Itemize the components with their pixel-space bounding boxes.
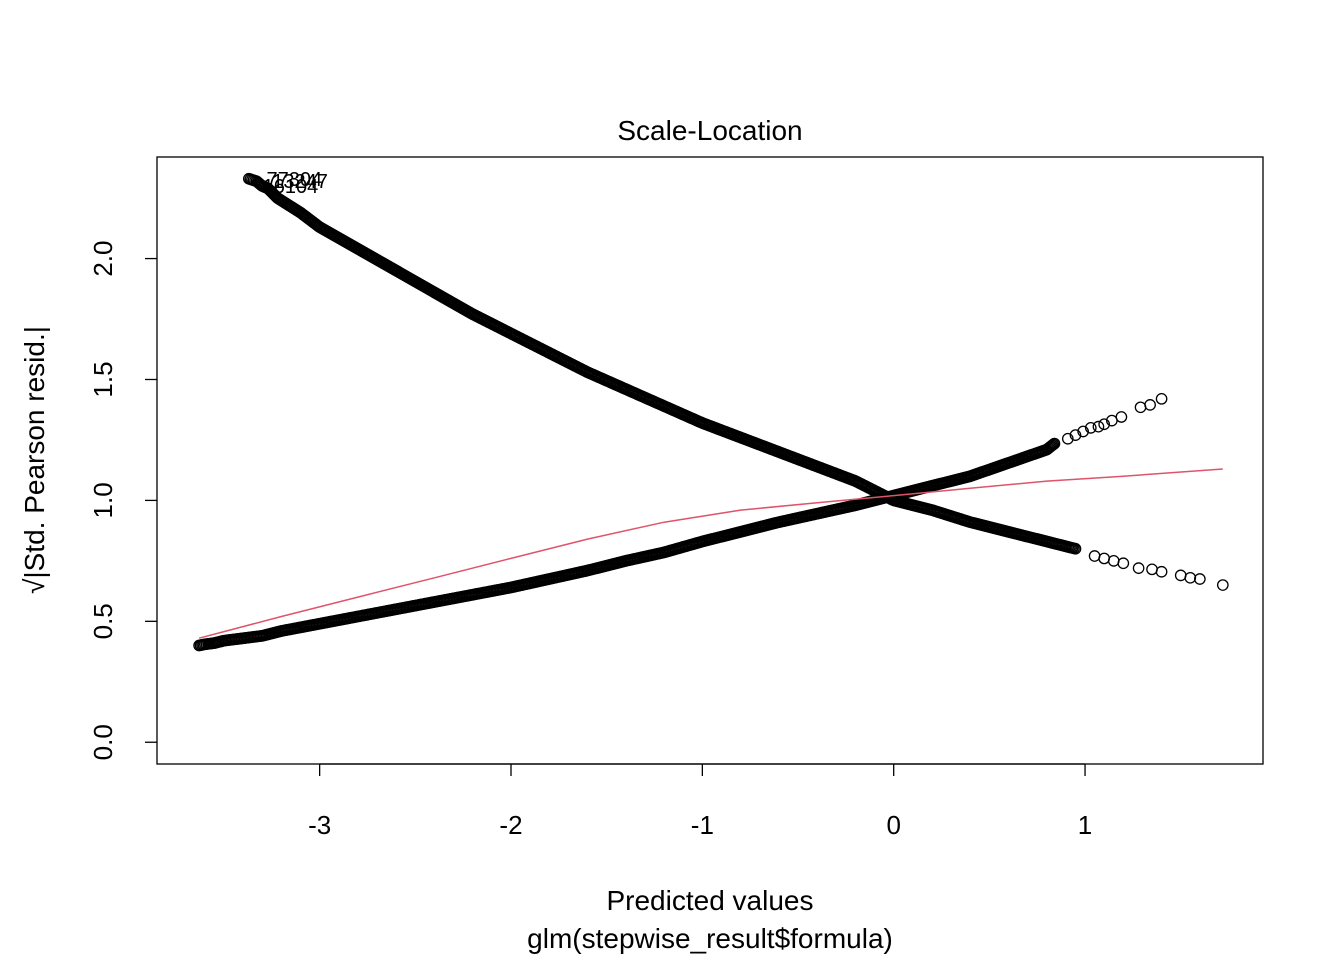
- data-point: [1098, 418, 1111, 431]
- y-tick-label: 0.0: [88, 724, 118, 760]
- data-point: [1045, 440, 1057, 453]
- x-tick-label: -2: [499, 810, 522, 840]
- x-axis-subtitle: glm(stepwise_result$formula): [527, 923, 893, 954]
- x-tick-label: -1: [691, 810, 714, 840]
- chart-title: Scale-Location: [617, 115, 802, 146]
- x-axis: -3 -2 -1 0 1: [308, 763, 1092, 840]
- y-axis-title: √|Std. Pearson resid.|: [19, 326, 50, 594]
- data-point: [1077, 425, 1089, 438]
- data-point: [1144, 399, 1156, 411]
- x-axis-title: Predicted values: [606, 885, 813, 916]
- x-tick-label: 0: [886, 810, 900, 840]
- data-point: [1115, 411, 1128, 423]
- smoother-path: [198, 468, 1223, 639]
- y-tick-label: 1.5: [88, 361, 118, 397]
- y-tick-label: 0.5: [88, 603, 118, 639]
- data-point: [1061, 432, 1074, 445]
- data-point: [1069, 429, 1082, 441]
- point-id-label: 13247: [272, 171, 328, 193]
- x-tick-label: -3: [308, 810, 331, 840]
- data-point: [1194, 573, 1206, 585]
- y-tick-label: 2.0: [88, 240, 118, 276]
- data-point: [1048, 437, 1061, 450]
- data-point: [1216, 579, 1229, 591]
- data-point: [1155, 565, 1168, 578]
- data-point: [1132, 562, 1145, 574]
- point-id-label: 77304: [267, 169, 323, 191]
- data-point: [1047, 438, 1060, 451]
- x-tick-label: 1: [1078, 810, 1092, 840]
- data-point: [1046, 439, 1059, 452]
- data-point: [1184, 571, 1197, 584]
- smoother-line: [198, 468, 1223, 639]
- scatter-points: [193, 172, 1229, 652]
- data-point: [1069, 542, 1082, 555]
- data-point: [1117, 557, 1130, 570]
- y-axis: 0.0 0.5 1.0 1.5 2.0: [88, 240, 157, 760]
- data-point: [1084, 422, 1097, 434]
- y-tick-label: 1.0: [88, 482, 118, 518]
- data-point: [1155, 392, 1168, 405]
- point-id-label: 16104: [263, 176, 319, 198]
- data-point: [1092, 420, 1105, 433]
